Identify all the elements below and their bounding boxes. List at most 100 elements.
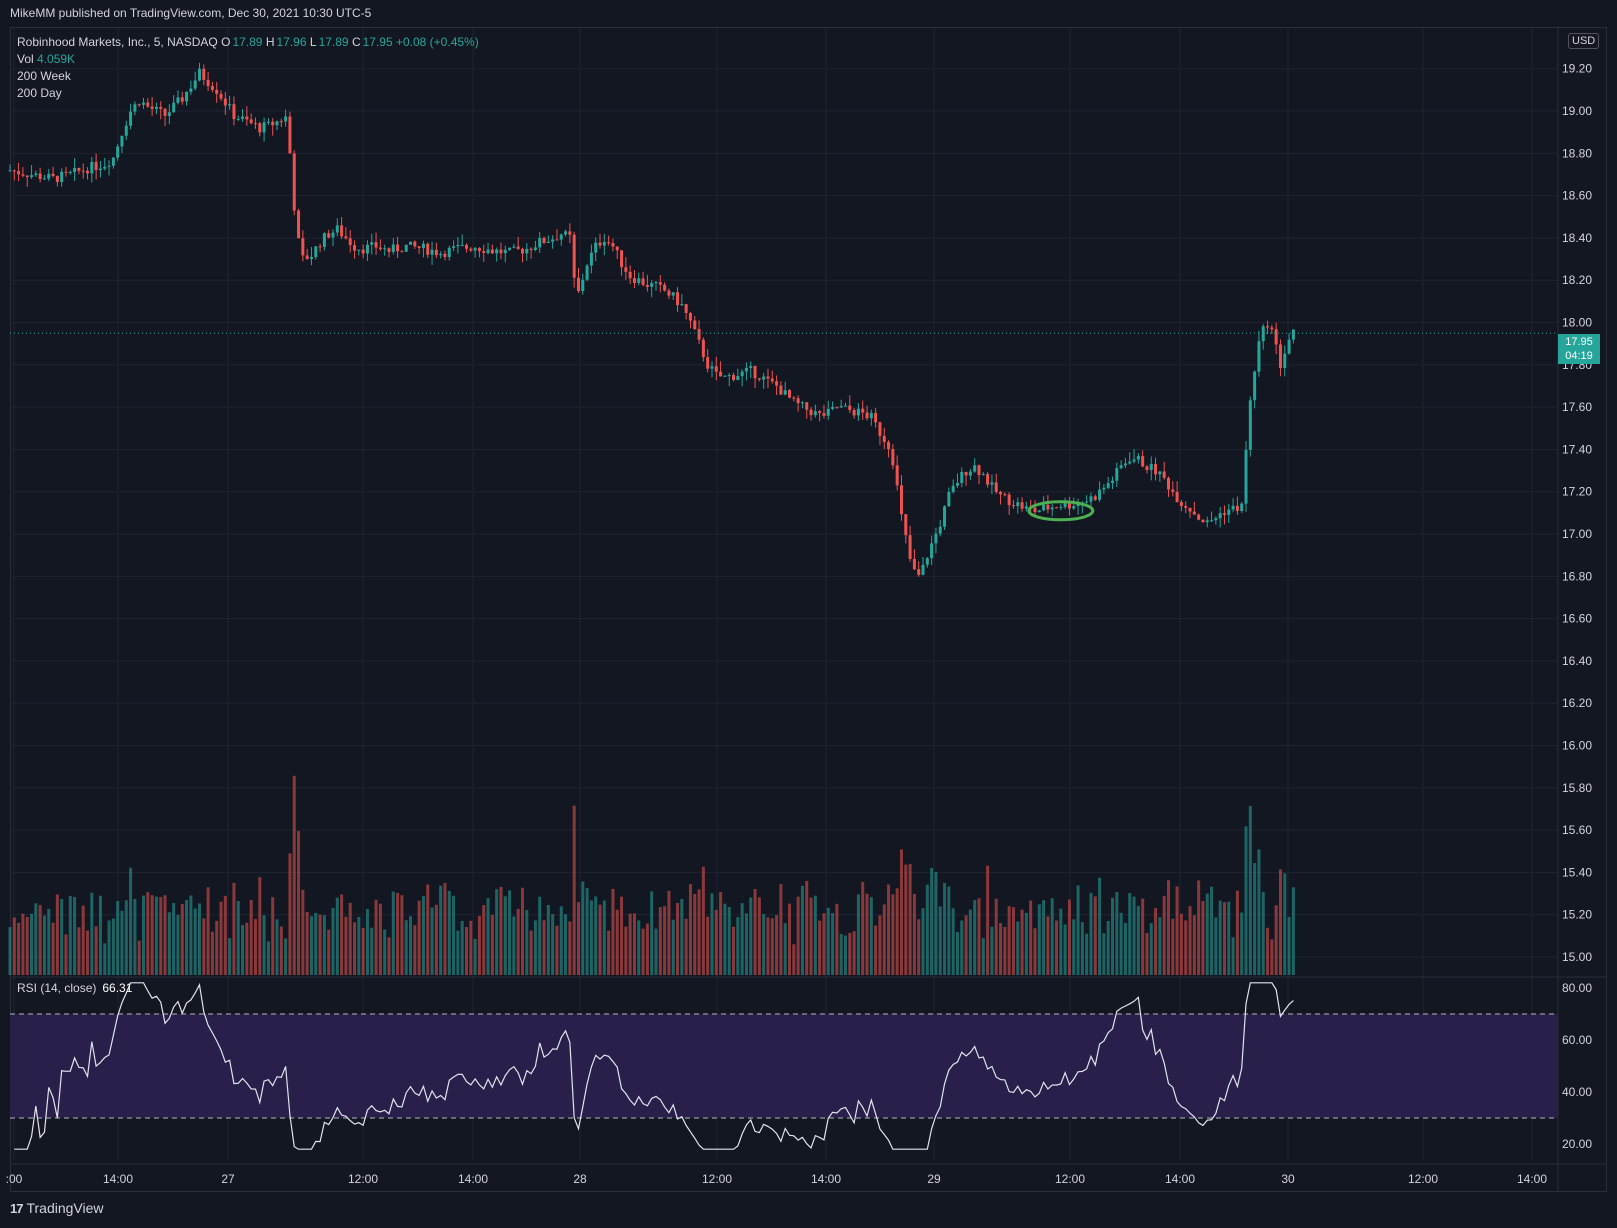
- rsi-legend[interactable]: RSI (14, close) 66.31: [17, 981, 132, 995]
- candle-body: [47, 173, 51, 179]
- candle-body: [607, 242, 611, 244]
- volume-bar: [740, 903, 744, 975]
- last-price-tag: 17.95 04:19: [1558, 334, 1600, 364]
- volume-bar: [943, 882, 947, 975]
- candle-body: [469, 248, 473, 251]
- volume-bar: [1218, 900, 1222, 975]
- volume-bar: [253, 919, 257, 975]
- volume-bar: [51, 922, 55, 975]
- candle-body: [1128, 461, 1132, 464]
- candle-body: [654, 282, 658, 284]
- volume-bar: [1102, 933, 1106, 975]
- candle-body: [624, 267, 628, 272]
- volume-bar: [706, 916, 710, 975]
- candle-body: [637, 278, 641, 283]
- candle-body: [456, 244, 460, 247]
- candle-body: [473, 248, 477, 251]
- volume-bar: [955, 932, 959, 975]
- volume-bar: [744, 913, 748, 975]
- volume-bar: [925, 884, 929, 975]
- symbol-name[interactable]: Robinhood Markets, Inc., 5, NASDAQ: [17, 35, 218, 49]
- candle-body: [645, 284, 649, 287]
- volume-bar: [322, 915, 326, 975]
- time-tick-label: 14:00: [1517, 1172, 1547, 1186]
- volume-bar: [701, 866, 705, 975]
- ma-200-week[interactable]: 200 Week: [17, 69, 71, 83]
- volume-bar: [202, 918, 206, 975]
- volume-bar: [103, 943, 107, 975]
- candle-body: [400, 251, 404, 253]
- candle-body: [103, 166, 107, 169]
- open-label: O: [221, 35, 231, 49]
- volume-bar: [1067, 899, 1071, 975]
- volume-label: Vol: [17, 52, 34, 66]
- candle-body: [1291, 329, 1295, 340]
- price-tick-label: 15.60: [1562, 823, 1592, 837]
- candle-body: [960, 472, 964, 484]
- volume-bar: [1175, 886, 1179, 975]
- candle-body: [775, 381, 779, 386]
- volume-bar: [564, 914, 568, 975]
- volume-row[interactable]: Vol 4.059K: [17, 51, 479, 68]
- volume-bar: [434, 904, 438, 975]
- footer-brand: TradingView: [26, 1200, 104, 1216]
- candle-body: [1119, 465, 1123, 469]
- time-tick-label: 28: [573, 1172, 587, 1186]
- candle-body: [344, 236, 348, 239]
- candle-body: [34, 173, 38, 176]
- ma-200-day[interactable]: 200 Day: [17, 86, 62, 100]
- volume-bar: [508, 890, 512, 975]
- candle-body: [348, 238, 352, 246]
- volume-bar: [788, 903, 792, 975]
- volume-bar: [206, 887, 210, 975]
- candle-body: [38, 173, 42, 180]
- volume-bar: [430, 907, 434, 975]
- candle-body: [258, 123, 262, 133]
- volume-bar: [861, 881, 865, 975]
- candle-body: [848, 405, 852, 411]
- volume-bar: [413, 925, 417, 975]
- time-tick-label: :00: [6, 1172, 23, 1186]
- candle-body: [443, 253, 447, 257]
- volume-bar: [792, 944, 796, 975]
- volume-bar: [129, 867, 133, 975]
- candle-body: [1175, 491, 1179, 503]
- publish-header: MikeMM published on TradingView.com, Dec…: [10, 6, 372, 20]
- volume-bar: [796, 896, 800, 975]
- volume-bar: [1003, 926, 1007, 975]
- candle-body: [878, 422, 882, 436]
- candle-body: [495, 249, 499, 254]
- volume-bar: [938, 906, 942, 975]
- volume-bar: [172, 903, 176, 975]
- candle-body: [361, 249, 365, 254]
- volume-bar: [658, 907, 662, 975]
- volume-bar: [107, 920, 111, 975]
- volume-bar: [387, 937, 391, 975]
- candle-body: [253, 123, 257, 125]
- volume-bar: [538, 896, 542, 975]
- candle-body: [370, 242, 374, 245]
- candle-body: [1244, 449, 1248, 504]
- price-tick-label: 17.20: [1562, 485, 1592, 499]
- candle-body: [912, 558, 916, 570]
- volume-bar: [1042, 900, 1046, 975]
- volume-bar: [1184, 920, 1188, 975]
- candle-body: [568, 231, 572, 235]
- candle-body: [753, 365, 757, 379]
- volume-bar: [400, 895, 404, 975]
- candle-body: [1098, 489, 1102, 500]
- volume-bar: [1149, 923, 1153, 975]
- rsi-band: [10, 1014, 1558, 1118]
- volume-bar: [921, 908, 925, 975]
- candle-body: [202, 68, 206, 80]
- candle-body: [555, 239, 559, 241]
- candle-body: [684, 304, 688, 314]
- candle-body: [8, 170, 12, 172]
- volume-bar: [503, 896, 507, 975]
- volume-bar: [667, 890, 671, 975]
- volume-bar: [1171, 918, 1175, 975]
- currency-button[interactable]: USD: [1568, 33, 1600, 49]
- candle-body: [749, 365, 753, 368]
- volume-bar: [249, 899, 253, 975]
